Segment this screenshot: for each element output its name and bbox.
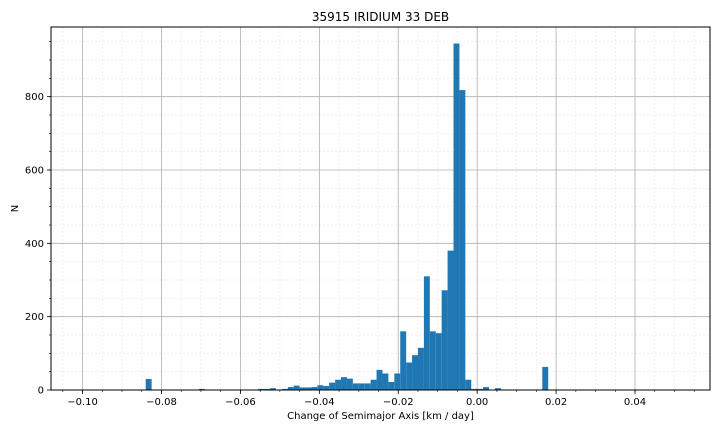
y-axis-label: N	[10, 205, 21, 212]
chart-title: 35915 IRIDIUM 33 DEB	[312, 10, 449, 24]
histogram-bars	[145, 43, 549, 391]
histogram-bar	[459, 90, 466, 391]
y-tick-label: 400	[25, 239, 44, 250]
histogram-bar	[323, 385, 330, 390]
major-grid	[51, 27, 710, 391]
x-tick-label: 0.02	[545, 397, 567, 408]
x-tick-label: −0.06	[225, 397, 256, 408]
histogram-bar	[471, 388, 478, 390]
histogram-bar	[346, 378, 353, 390]
x-tick-label: 0.00	[466, 397, 488, 408]
x-tick-label: −0.04	[304, 397, 335, 408]
histogram-bar	[145, 379, 152, 390]
x-axis-label: Change of Semimajor Axis [km / day]	[287, 411, 474, 422]
histogram-bar	[364, 383, 371, 390]
x-axis-ticks: −0.10 −0.08 −0.06 −0.04 −0.02 0.00 0.02 0.04	[62, 390, 695, 408]
histogram-bar	[423, 276, 430, 390]
y-tick-label: 600	[25, 166, 44, 177]
histogram-bar	[412, 355, 418, 390]
histogram-bar	[417, 347, 424, 390]
histogram-bar	[299, 387, 306, 390]
x-tick-label: 0.04	[624, 397, 646, 408]
histogram-bar	[358, 383, 365, 390]
x-tick-label: −0.02	[383, 397, 414, 408]
histogram-bar	[264, 388, 271, 390]
histogram-bar	[382, 373, 389, 390]
histogram-bar	[453, 43, 460, 390]
histogram-bar	[198, 388, 205, 390]
histogram-bar	[293, 385, 300, 390]
y-axis-ticks: 0 200 400 600 800	[25, 41, 51, 397]
histogram-bar	[447, 250, 454, 390]
y-tick-label: 800	[25, 92, 44, 103]
histogram-bar	[305, 387, 312, 390]
histogram-bar	[441, 290, 448, 390]
y-tick-label: 200	[25, 312, 44, 323]
histogram-bar	[352, 383, 359, 390]
histogram-bar	[477, 388, 484, 390]
histogram-bar	[542, 366, 549, 390]
histogram-bar	[270, 388, 276, 390]
histogram-bar	[311, 387, 318, 390]
x-tick-label: −0.10	[67, 397, 98, 408]
histogram-bar	[281, 388, 288, 390]
histogram-bar	[400, 331, 407, 390]
y-tick-label: 0	[38, 386, 44, 397]
histogram-bar	[435, 333, 442, 390]
histogram-bar	[388, 381, 395, 390]
histogram-bar	[406, 362, 413, 390]
minor-grid	[51, 27, 710, 390]
histogram-bar	[483, 387, 490, 390]
histogram-bar	[258, 388, 265, 390]
histogram-bar	[317, 385, 324, 390]
histogram-bar	[335, 379, 342, 390]
histogram-bar	[429, 331, 436, 390]
plot-frame	[50, 26, 711, 391]
histogram-bar	[465, 379, 472, 390]
histogram-bar	[370, 379, 377, 390]
histogram-bar	[394, 373, 401, 390]
histogram-bar	[376, 369, 383, 390]
histogram-bar	[287, 387, 294, 390]
histogram-bar	[341, 377, 347, 390]
histogram-bar	[494, 388, 501, 390]
histogram-bar	[329, 382, 336, 390]
x-tick-label: −0.08	[146, 397, 177, 408]
